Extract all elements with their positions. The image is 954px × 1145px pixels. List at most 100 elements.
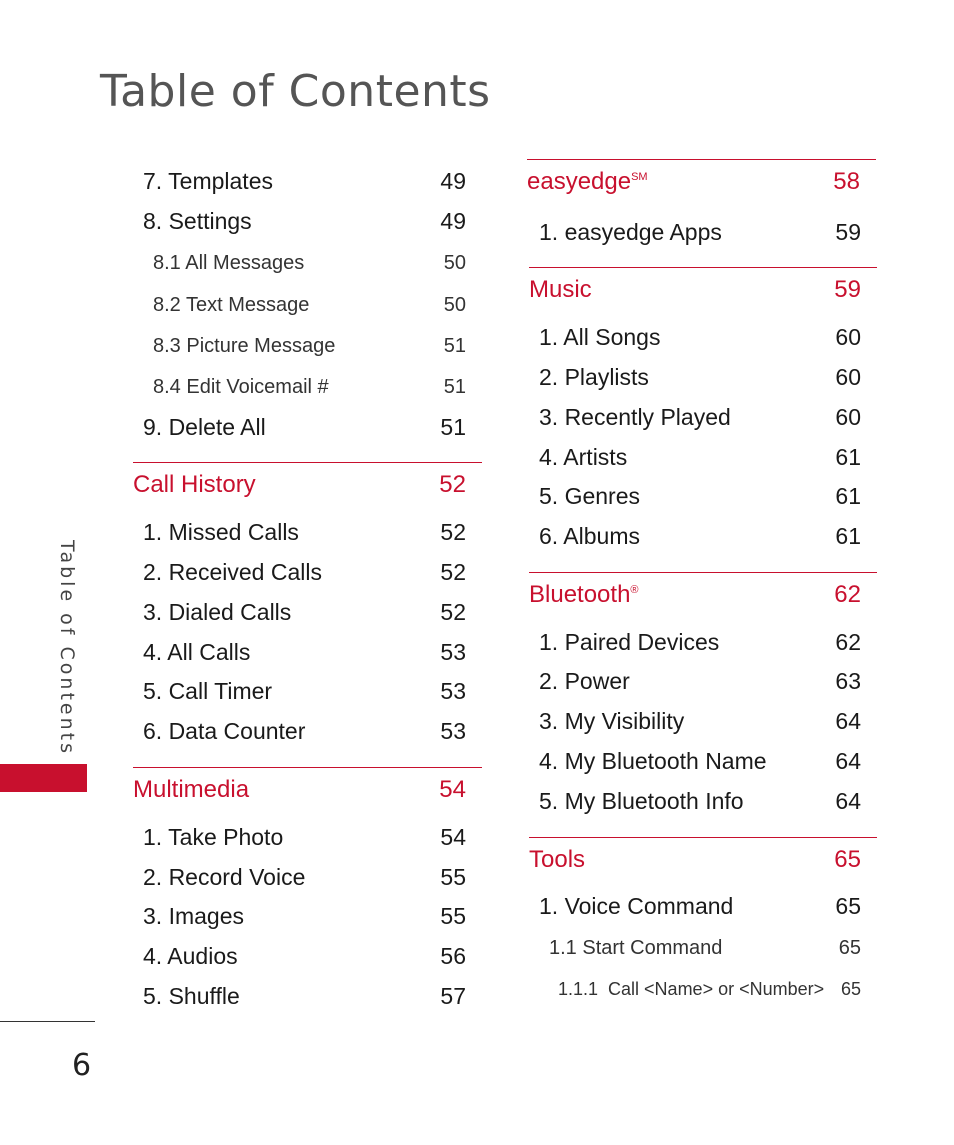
- toc-entry[interactable]: 7. Templates 49: [143, 168, 466, 195]
- toc-entry[interactable]: 5. My Bluetooth Info 64: [539, 788, 861, 815]
- toc-entry[interactable]: 1. Voice Command 65: [539, 893, 861, 920]
- entry-page: 51: [443, 376, 466, 398]
- entry-page: 52: [440, 559, 466, 585]
- entry-page: 61: [835, 523, 861, 549]
- section-title: Call History: [133, 471, 256, 498]
- entry-page: 52: [440, 519, 466, 545]
- toc-entry[interactable]: 1. Missed Calls 52: [143, 519, 466, 546]
- toc-entry[interactable]: 4. Artists 61: [539, 444, 861, 471]
- toc-entry[interactable]: 1. Paired Devices 62: [539, 629, 861, 656]
- toc-entry[interactable]: 2. Power 63: [539, 668, 861, 695]
- entry-page: 65: [838, 937, 861, 959]
- section-page: 59: [834, 276, 861, 303]
- entry-page: 62: [835, 629, 861, 655]
- section-title: Multimedia: [133, 776, 250, 803]
- entry-label: 4. My Bluetooth Name: [539, 748, 767, 774]
- entry-page: 64: [835, 788, 861, 814]
- entry-label: 1. easyedge Apps: [539, 219, 722, 245]
- entry-page: 49: [440, 168, 466, 194]
- section-heading-tools[interactable]: Tools 65: [529, 837, 877, 874]
- registered-mark: ®: [630, 584, 639, 596]
- toc-entry[interactable]: 5. Genres 61: [539, 483, 861, 510]
- entry-label: 1. Missed Calls: [143, 519, 299, 545]
- entry-label: 3. Images: [143, 903, 244, 929]
- entry-label: 1. Voice Command: [539, 893, 734, 919]
- entry-page: 53: [440, 639, 466, 665]
- page-number: 6: [72, 1048, 92, 1083]
- entry-label: 4. Audios: [143, 943, 238, 969]
- section-heading-call-history[interactable]: Call History 52: [133, 462, 482, 499]
- page-title: Table of Contents: [100, 66, 491, 117]
- section-title: Tools: [529, 846, 586, 873]
- entry-label: 3. My Visibility: [539, 708, 685, 734]
- toc-entry[interactable]: 4. Audios 56: [143, 943, 466, 970]
- toc-entry[interactable]: 1. All Songs 60: [539, 324, 861, 351]
- toc-entry[interactable]: 4. My Bluetooth Name 64: [539, 748, 861, 775]
- toc-entry[interactable]: 3. My Visibility 64: [539, 708, 861, 735]
- entry-label: 2. Playlists: [539, 364, 649, 390]
- toc-entry[interactable]: 4. All Calls 53: [143, 639, 466, 666]
- section-heading-easyedge[interactable]: easyedgeSM 58: [527, 159, 876, 196]
- side-section-label: Table of Contents: [56, 540, 78, 756]
- entry-label: 9. Delete All: [143, 414, 266, 440]
- toc-subentry[interactable]: 8.2 Text Message 50: [153, 294, 466, 317]
- toc-entry[interactable]: 8. Settings 49: [143, 208, 466, 235]
- entry-page: 63: [835, 668, 861, 694]
- section-page: 52: [439, 471, 466, 498]
- entry-page: 51: [440, 414, 466, 440]
- toc-entry[interactable]: 1. Take Photo 54: [143, 824, 466, 851]
- entry-label: 1. All Songs: [539, 324, 661, 350]
- toc-subentry[interactable]: 8.1 All Messages 50: [153, 252, 466, 275]
- entry-page: 60: [835, 364, 861, 390]
- entry-page: 65: [835, 893, 861, 919]
- toc-entry[interactable]: 5. Call Timer 53: [143, 678, 466, 705]
- toc-entry[interactable]: 3. Dialed Calls 52: [143, 599, 466, 626]
- entry-label: 4. All Calls: [143, 639, 251, 665]
- entry-page: 60: [835, 404, 861, 430]
- section-heading-music[interactable]: Music 59: [529, 267, 877, 304]
- toc-entry[interactable]: 5. Shuffle 57: [143, 983, 466, 1010]
- entry-page: 57: [440, 983, 466, 1009]
- entry-page: 53: [440, 678, 466, 704]
- entry-page: 64: [835, 708, 861, 734]
- toc-entry[interactable]: 2. Playlists 60: [539, 364, 861, 391]
- entry-page: 64: [835, 748, 861, 774]
- toc-entry[interactable]: 9. Delete All 51: [143, 414, 466, 441]
- entry-page: 59: [835, 219, 861, 245]
- service-mark: SM: [631, 171, 648, 183]
- entry-label: 1. Take Photo: [143, 824, 284, 850]
- toc-entry[interactable]: 6. Data Counter 53: [143, 718, 466, 745]
- toc-subsubentry[interactable]: 1.1.1 Call <Name> or <Number> 65: [558, 979, 861, 1000]
- entry-label: 7. Templates: [143, 168, 273, 194]
- side-section-tab: [0, 764, 87, 792]
- toc-entry[interactable]: 3. Recently Played 60: [539, 404, 861, 431]
- entry-page: 52: [440, 599, 466, 625]
- toc-entry[interactable]: 6. Albums 61: [539, 523, 861, 550]
- section-title: easyedgeSM: [527, 168, 648, 196]
- toc-entry[interactable]: 2. Received Calls 52: [143, 559, 466, 586]
- toc-entry[interactable]: 1. easyedge Apps 59: [539, 219, 861, 246]
- toc-subentry[interactable]: 1.1 Start Command 65: [549, 937, 861, 960]
- toc-entry[interactable]: 2. Record Voice 55: [143, 864, 466, 891]
- section-heading-bluetooth[interactable]: Bluetooth® 62: [529, 572, 877, 609]
- entry-page: 55: [440, 903, 466, 929]
- entry-page: 50: [443, 294, 466, 316]
- section-heading-multimedia[interactable]: Multimedia 54: [133, 767, 482, 804]
- entry-label: 2. Record Voice: [143, 864, 306, 890]
- toc-entry[interactable]: 3. Images 55: [143, 903, 466, 930]
- toc-subentry[interactable]: 8.3 Picture Message 51: [153, 335, 466, 358]
- footer-rule: [0, 1021, 95, 1022]
- entry-page: 56: [440, 943, 466, 969]
- toc-subentry[interactable]: 8.4 Edit Voicemail # 51: [153, 376, 466, 399]
- entry-label: 5. Shuffle: [143, 983, 240, 1009]
- entry-page: 61: [835, 444, 861, 470]
- entry-label: 8.2 Text Message: [153, 294, 310, 316]
- entry-page: 61: [835, 483, 861, 509]
- section-title-text: Bluetooth: [529, 581, 631, 608]
- entry-page: 49: [440, 208, 466, 234]
- entry-label: 8.1 All Messages: [153, 252, 305, 274]
- entry-page: 65: [840, 979, 861, 999]
- entry-label: 4. Artists: [539, 444, 628, 470]
- section-title: Bluetooth®: [529, 581, 639, 609]
- entry-page: 60: [835, 324, 861, 350]
